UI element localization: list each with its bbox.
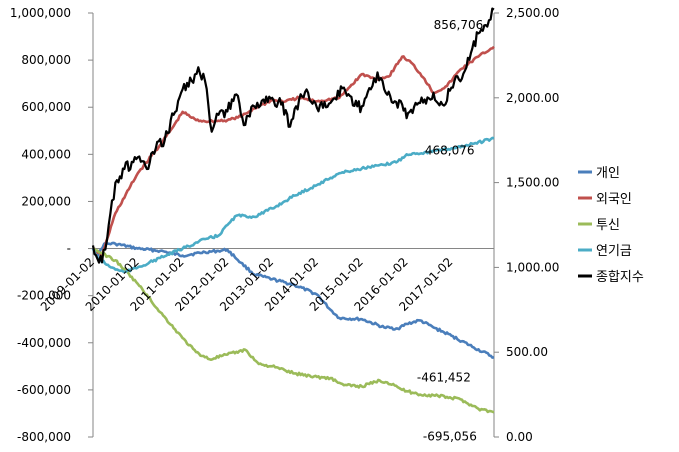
right-tick-label: 0.00 [506, 430, 533, 444]
legend-label-1: 외국인 [596, 192, 632, 207]
series-line-3 [91, 136, 495, 274]
right-tick-label: 2,000.00 [506, 91, 559, 105]
left-tick-label: 800,000 [21, 53, 71, 67]
left-tick-label: -200,000 [17, 289, 71, 303]
data-annotations: 856,706 468,076 -461,452 -695,056 [417, 18, 483, 444]
legend-label-4: 종합지수 [596, 270, 644, 285]
left-tick-label: -800,000 [17, 430, 71, 444]
series-lines [91, 7, 495, 414]
right-axis-ticks: 2,500.00 2,000.00 1,500.00 1,000.00 500.00 0.… [494, 6, 559, 444]
legend-label-3: 연기금 [596, 244, 632, 259]
series-line-2 [92, 247, 495, 414]
value-annotation: -695,056 [423, 429, 477, 443]
left-tick-label: 200,000 [21, 194, 71, 208]
left-axis-ticks: 1,000,000 800,000 600,000 400,000 200,000 - -2… [10, 6, 93, 444]
right-tick-label: 1,000.00 [506, 260, 559, 274]
left-tick-label: 1,000,000 [10, 6, 71, 20]
legend-label-2: 투신 [596, 218, 620, 233]
x-axis-ticks: 2009-01-022010-01-022011-01-022012-01-02… [38, 255, 456, 314]
value-annotation: -461,452 [417, 370, 471, 384]
right-tick-label: 500.00 [506, 345, 548, 359]
right-tick-label: 2,500.00 [506, 6, 559, 20]
right-tick-label: 1,500.00 [506, 176, 559, 190]
value-annotation: 856,706 [434, 18, 484, 32]
left-tick-label: - [67, 242, 71, 256]
left-tick-label: -600,000 [17, 383, 71, 397]
series-line-0 [91, 241, 495, 359]
axes [92, 13, 495, 437]
left-tick-label: -400,000 [17, 336, 71, 350]
left-tick-label: 600,000 [21, 100, 71, 114]
value-annotation: 468,076 [425, 143, 475, 157]
series-line-4 [91, 7, 495, 264]
legend-label-0: 개인 [596, 166, 620, 181]
series-line-1 [92, 45, 495, 257]
left-tick-label: 400,000 [21, 147, 71, 161]
